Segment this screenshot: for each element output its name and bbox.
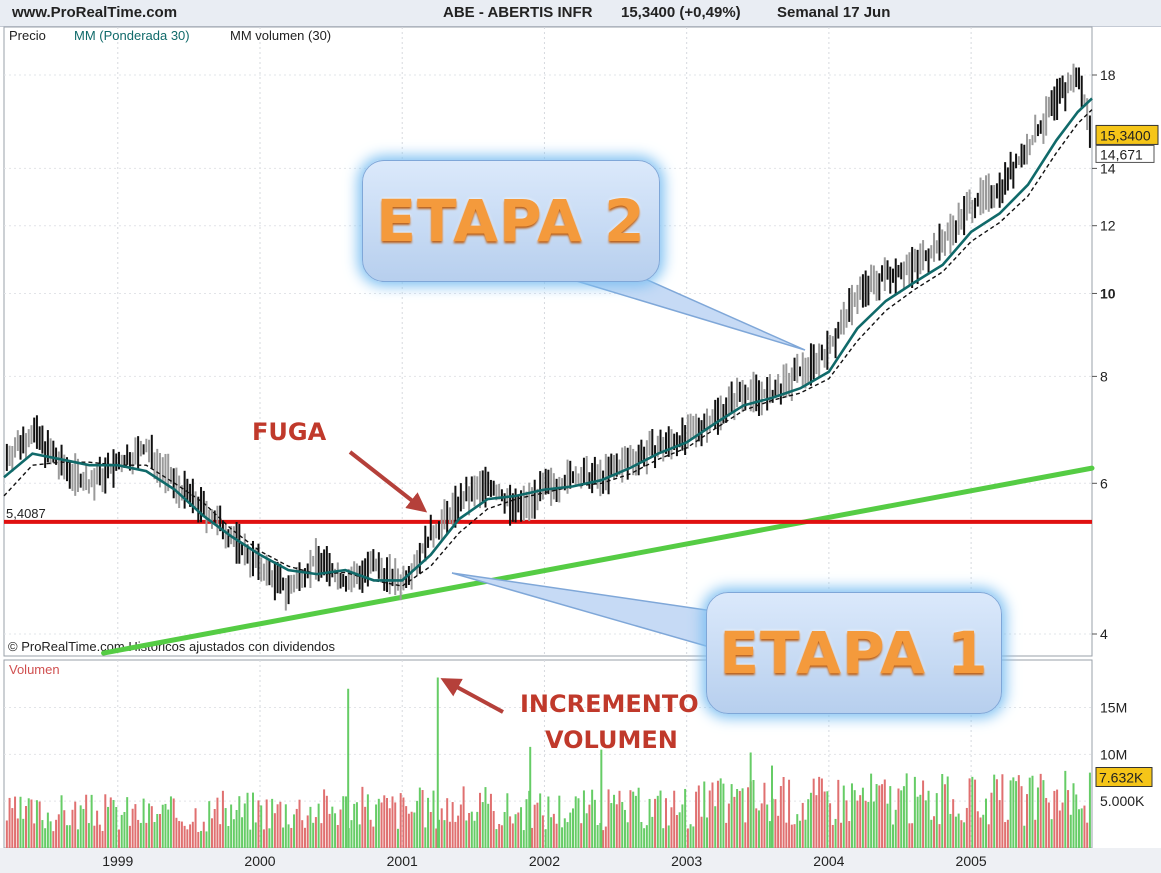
etapa1-label: ETAPA 1 [719, 619, 989, 687]
x-tick-2003: 2003 [671, 853, 702, 869]
legend-mm-volumen: MM volumen (30) [230, 28, 331, 43]
vol-tick-15M: 15M [1100, 699, 1127, 715]
x-tick-2000: 2000 [244, 853, 275, 869]
y-tick-6: 6 [1100, 475, 1108, 491]
etapa1-callout: ETAPA 1 [706, 592, 1002, 714]
x-tick-2005: 2005 [956, 853, 987, 869]
ma-volumen-line [3, 109, 1093, 587]
x-tick-2002: 2002 [529, 853, 560, 869]
last-price-label: 15,3400 [1100, 127, 1151, 143]
copyright-note: © ProRealTime.com Históricos ajustados c… [8, 639, 336, 654]
resistance-label: 5,4087 [6, 506, 46, 521]
price-panel [3, 26, 1093, 657]
ma-ponderada-line [3, 97, 1093, 582]
x-tick-1999: 1999 [102, 853, 133, 869]
x-axis-strip [0, 848, 1161, 873]
fuga-arrow [348, 450, 428, 513]
quote-value: 15,3400 (+0,49%) [621, 4, 741, 21]
last-price-box [1095, 124, 1159, 145]
fuga-label: FUGA [252, 418, 327, 446]
volume-title: Volumen [9, 662, 60, 677]
etapa2-label: ETAPA 2 [376, 187, 646, 255]
last-volume-box [1095, 767, 1153, 788]
legend-precio: Precio [9, 28, 46, 43]
y-tick-10: 10 [1100, 285, 1116, 301]
etapa2-callout: ETAPA 2 [362, 160, 660, 282]
ma-value-label: 14,671 [1100, 146, 1143, 162]
incremento-label: INCREMENTO [520, 690, 699, 718]
instrument-name: ABE - ABERTIS INFR [443, 4, 593, 21]
y-tick-14: 14 [1100, 160, 1116, 176]
last-volume-label: 7.632K [1099, 770, 1144, 786]
volume-bars [5, 770, 1091, 848]
legend-mm-ponderada: MM (Ponderada 30) [74, 28, 190, 43]
support-trendline [101, 465, 1095, 656]
volumen-arrow [440, 678, 504, 714]
y-tick-12: 12 [1100, 218, 1116, 234]
chart-header: www.ProRealTime.com ABE - ABERTIS INFR 1… [0, 0, 1161, 27]
volumen-label: VOLUMEN [545, 726, 678, 754]
y-tick-4: 4 [1100, 626, 1108, 642]
vol-tick-10M: 10M [1100, 746, 1127, 762]
x-tick-2004: 2004 [813, 853, 844, 869]
period-label: Semanal 17 Jun [777, 4, 891, 21]
ma-value-box [1095, 144, 1155, 163]
price-bars [5, 63, 1091, 611]
y-tick-18: 18 [1100, 67, 1116, 83]
vol-tick-5.000K: 5.000K [1100, 793, 1145, 809]
y-tick-8: 8 [1100, 368, 1108, 384]
site-name: www.ProRealTime.com [12, 4, 178, 21]
x-tick-2001: 2001 [387, 853, 418, 869]
